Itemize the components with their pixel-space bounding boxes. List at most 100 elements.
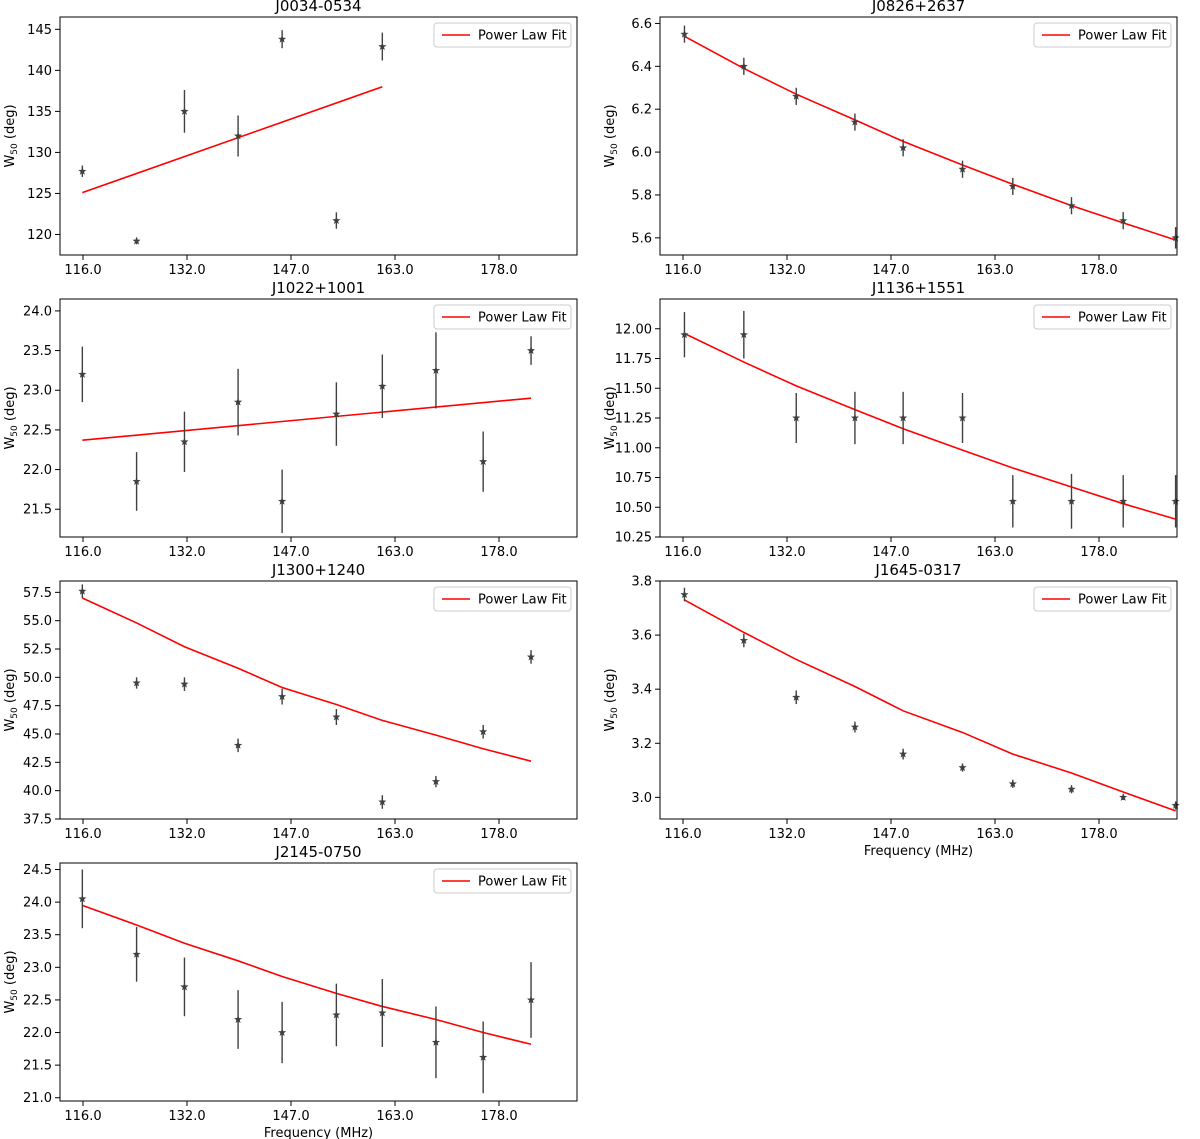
data-point [1119, 216, 1128, 225]
chart-title: J1645-0317 [874, 561, 961, 579]
data-point [78, 370, 87, 378]
data-point [792, 693, 801, 701]
data-point [1067, 784, 1076, 793]
y-tick-label: 24.0 [23, 304, 52, 319]
data-point [526, 995, 536, 1004]
y-tick-label: 120 [27, 228, 52, 243]
y-axis-label-sub: 50 [10, 707, 20, 719]
y-tick-label: 6.6 [631, 17, 652, 32]
legend-label: Power Law Fit [478, 29, 567, 44]
y-tick-label: 11.50 [615, 382, 652, 397]
data-point [850, 722, 860, 731]
data-point [78, 586, 87, 595]
power-law-fit-line [82, 397, 532, 442]
data-point [233, 397, 243, 406]
data-point [680, 590, 689, 598]
legend-label: Power Law Fit [478, 875, 567, 890]
x-tick-label: 163.0 [376, 263, 413, 278]
x-tick-label: 132.0 [168, 827, 205, 842]
x-tick-label: 163.0 [376, 1109, 413, 1124]
y-tick-label: 10.75 [615, 471, 652, 486]
data-point [378, 1008, 387, 1017]
y-tick-label: 125 [27, 187, 52, 202]
y-tick-label: 21.5 [23, 503, 52, 518]
y-axis-label-sub: 50 [10, 143, 20, 155]
data-point [78, 894, 87, 903]
y-tick-label: 21.0 [23, 1091, 52, 1106]
data-point [850, 413, 860, 422]
y-axis-label-sub: 50 [610, 425, 620, 437]
chart-svg: J1022+1001 116.0 132.0 147.0 163.0 178.0 21.5 2… [3, 279, 578, 560]
legend-box [433, 586, 572, 612]
y-tick-label: 11.75 [615, 352, 652, 367]
data-point [132, 236, 141, 245]
data-point [332, 1010, 341, 1019]
x-tick-label: 163.0 [376, 827, 413, 842]
x-axis-label: Frequency (MHz) [864, 844, 973, 859]
x-tick-label: 147.0 [272, 545, 309, 560]
data-point [132, 477, 141, 485]
y-tick-label: 42.5 [23, 756, 52, 771]
y-axis-label-main: W [603, 155, 618, 168]
chart-title: J2145-0750 [274, 843, 361, 861]
chart-title: J1300+1240 [271, 561, 365, 579]
data-point [180, 679, 189, 688]
y-tick-label: 52.5 [23, 643, 52, 658]
y-axis-label-unit: (deg) [3, 104, 18, 143]
x-tick-label: 132.0 [768, 827, 805, 842]
legend: Power Law Fit [1033, 22, 1172, 48]
data-point [180, 107, 189, 115]
data-point [479, 1053, 488, 1061]
x-tick-label: 116.0 [664, 827, 701, 842]
plot-frame [59, 16, 578, 256]
data-point [180, 982, 189, 991]
data-point [278, 692, 287, 701]
data-point [680, 29, 689, 38]
y-tick-label: 45.0 [23, 728, 52, 743]
data-point [680, 330, 689, 339]
x-tick-label: 116.0 [64, 827, 101, 842]
data-point [479, 727, 488, 736]
y-tick-label: 11.25 [615, 412, 652, 427]
legend-label: Power Law Fit [478, 593, 567, 608]
data-point [958, 763, 967, 772]
x-tick-label: 147.0 [872, 263, 909, 278]
x-tick-label: 147.0 [272, 1109, 309, 1124]
data-point [1119, 497, 1128, 505]
data-point [850, 117, 860, 126]
y-tick-label: 22.0 [23, 463, 52, 478]
x-tick-label: 178.0 [1080, 545, 1117, 560]
x-tick-label: 116.0 [664, 263, 701, 278]
x-tick-label: 132.0 [168, 263, 205, 278]
y-tick-label: 12.00 [615, 322, 652, 337]
x-tick-label: 132.0 [768, 545, 805, 560]
data-point [1008, 182, 1017, 190]
legend-box [433, 868, 572, 894]
y-tick-label: 135 [27, 105, 52, 120]
y-tick-label: 6.0 [631, 146, 652, 161]
y-tick-label: 50.0 [23, 671, 52, 686]
y-tick-label: 10.50 [615, 501, 652, 516]
chart-svg: J0826+2637 116.0 132.0 147.0 163.0 178.0 5.6 5.… [603, 0, 1180, 278]
y-axis-label: W50 (deg) [3, 386, 20, 449]
plot-frame [659, 580, 1178, 820]
x-tick-label: 116.0 [64, 1109, 101, 1124]
data-point [1119, 793, 1128, 801]
plot-frame [659, 16, 1178, 256]
chart-svg: J1645-0317 116.0 132.0 147.0 163.0 178.0 3.0 3.… [603, 561, 1180, 859]
y-tick-label: 55.0 [23, 614, 52, 629]
y-tick-label: 22.0 [23, 1026, 52, 1041]
plot-frame [59, 580, 578, 820]
y-axis-label-sub: 50 [10, 425, 20, 437]
data-point [792, 92, 801, 100]
x-tick-label: 178.0 [480, 1109, 517, 1124]
y-axis-label-sub: 50 [610, 143, 620, 155]
subplot-j1645-0317: J1645-0317 116.0 132.0 147.0 163.0 178.0 3.0 3.… [600, 561, 1200, 859]
data-point [431, 366, 441, 374]
plot-frame [659, 298, 1178, 538]
data-point [233, 1015, 243, 1023]
data-point [958, 413, 967, 422]
legend: Power Law Fit [433, 22, 572, 48]
legend-label: Power Law Fit [1078, 593, 1167, 608]
subplot-j1136-1551: J1136+1551 116.0 132.0 147.0 163.0 178.0 10.25… [600, 279, 1200, 564]
